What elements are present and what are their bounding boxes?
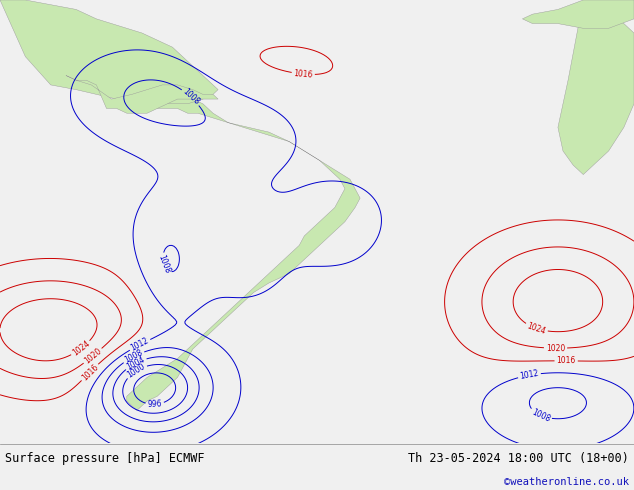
- Text: 1024: 1024: [526, 321, 547, 336]
- Text: 1000: 1000: [126, 362, 147, 380]
- Polygon shape: [522, 0, 634, 28]
- Polygon shape: [558, 0, 634, 174]
- Text: 1020: 1020: [82, 346, 103, 366]
- Text: 1016: 1016: [557, 356, 576, 366]
- Polygon shape: [122, 95, 360, 411]
- Text: 1008: 1008: [530, 407, 552, 423]
- Text: 996: 996: [147, 399, 162, 409]
- Polygon shape: [0, 0, 218, 104]
- Polygon shape: [66, 75, 218, 113]
- Text: 1020: 1020: [546, 343, 566, 353]
- Text: 1008: 1008: [181, 87, 201, 107]
- Text: Surface pressure [hPa] ECMWF: Surface pressure [hPa] ECMWF: [5, 452, 205, 465]
- Text: 1012: 1012: [129, 336, 150, 353]
- Text: 1004: 1004: [125, 355, 146, 371]
- Text: 1008: 1008: [157, 253, 172, 274]
- Text: ©weatheronline.co.uk: ©weatheronline.co.uk: [504, 477, 629, 487]
- Text: 1012: 1012: [519, 369, 540, 381]
- Text: 1024: 1024: [70, 339, 91, 358]
- Text: 1016: 1016: [80, 362, 100, 382]
- Text: 1008: 1008: [123, 348, 144, 365]
- Text: Th 23-05-2024 18:00 UTC (18+00): Th 23-05-2024 18:00 UTC (18+00): [408, 452, 629, 465]
- Text: 1016: 1016: [294, 69, 313, 79]
